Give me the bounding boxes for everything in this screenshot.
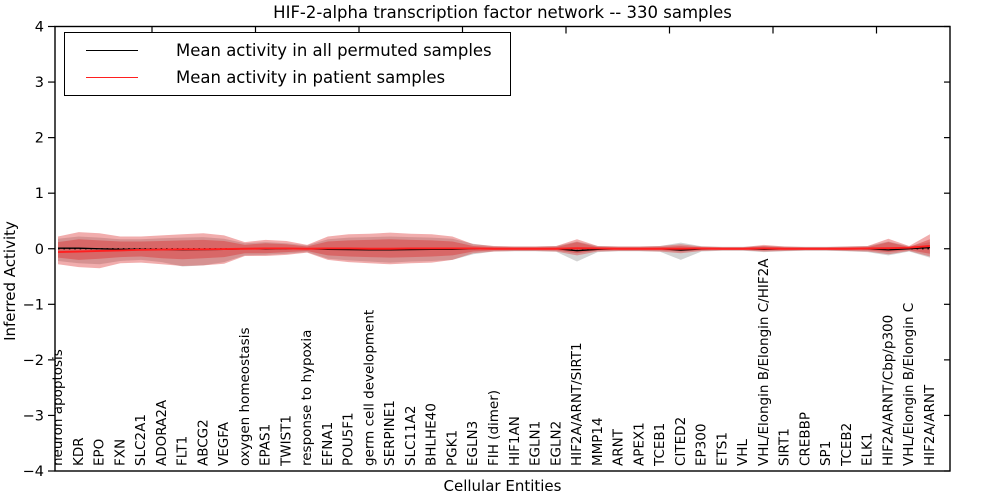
- x-tick-label: EGLN2: [548, 421, 564, 466]
- y-tick-label: 0: [35, 242, 44, 258]
- x-tick-label: TCEB1: [652, 423, 668, 467]
- x-tick-label: CITED2: [673, 417, 689, 466]
- x-tick-label: HIF2A/ARNT: [922, 384, 938, 466]
- y-tick-label: −1: [23, 297, 44, 313]
- x-tick-label: neuron apoptosis: [50, 349, 66, 466]
- x-tick-label: FIH (dimer): [486, 390, 502, 466]
- x-tick-label: EP300: [694, 424, 710, 466]
- x-tick-label: KDR: [71, 437, 87, 466]
- x-tick-label: SLC11A2: [403, 405, 419, 466]
- legend-box: Mean activity in all permuted samples Me…: [64, 32, 511, 96]
- x-tick-label: POU5F1: [341, 412, 357, 466]
- y-tick-label: 1: [35, 186, 44, 202]
- x-tick-label: EPAS1: [258, 424, 274, 466]
- legend-line-permuted-icon: [86, 50, 138, 51]
- y-tick-label: −3: [23, 408, 44, 424]
- x-tick-label: HIF2A/ARNT/SIRT1: [569, 342, 585, 466]
- y-tick-label: 4: [35, 20, 44, 36]
- x-tick-label: EGLN3: [465, 421, 481, 466]
- x-tick-label: EFNA1: [320, 422, 336, 466]
- y-tick-label: −4: [23, 464, 44, 480]
- x-axis-label: Cellular Entities: [443, 477, 562, 495]
- x-tick-label: VHL/Elongin B/Elongin C/HIF2A: [756, 258, 772, 466]
- x-tick-label: ADORA2A: [154, 399, 170, 466]
- legend-label-permuted: Mean activity in all permuted samples: [176, 41, 492, 60]
- x-tick-label: ETS1: [714, 432, 730, 466]
- x-tick-label: ELK1: [860, 433, 876, 467]
- x-tick-label: SERPINE1: [382, 400, 398, 466]
- x-tick-label: TWIST1: [278, 415, 294, 467]
- x-tick-label: EPO: [92, 439, 108, 466]
- x-tick-label: VEGFA: [216, 421, 232, 466]
- x-tick-label: FLT1: [175, 436, 191, 466]
- x-tick-label: HIF1AN: [507, 416, 523, 466]
- legend-entry-patient: Mean activity in patient samples: [86, 68, 510, 87]
- x-tick-label: FXN: [112, 439, 128, 466]
- x-tick-label: TCEB2: [839, 423, 855, 467]
- band-1-patient-samples-spread-outer: [58, 232, 930, 269]
- x-tick-label: BHLHE40: [424, 403, 440, 466]
- x-tick-label: SIRT1: [777, 428, 793, 466]
- x-tick-label: ABCG2: [195, 419, 211, 466]
- y-axis-label: Inferred Activity: [1, 221, 19, 341]
- y-tick-label: 3: [35, 75, 44, 91]
- y-tick-label: 2: [35, 131, 44, 147]
- x-tick-label: PGK1: [444, 430, 460, 466]
- x-tick-label: HIF2A/ARNT/Cbp/p300: [880, 315, 896, 466]
- x-tick-label: APEX1: [631, 422, 647, 466]
- chart-title: HIF-2-alpha transcription factor network…: [273, 3, 732, 22]
- x-tick-label: germ cell development: [361, 310, 377, 466]
- y-tick-label: −2: [23, 353, 44, 369]
- x-tick-label: EGLN1: [528, 421, 544, 466]
- x-tick-label: VHL: [735, 439, 751, 466]
- x-tick-label: response to hypoxia: [299, 330, 315, 466]
- legend-line-patient-icon: [86, 77, 138, 78]
- x-tick-label: VHL/Elongin B/Elongin C: [901, 303, 917, 466]
- x-tick-label: SLC2A1: [133, 414, 149, 466]
- legend-entry-permuted: Mean activity in all permuted samples: [86, 41, 510, 60]
- band-0-permuted-samples-spread: [58, 236, 930, 267]
- x-tick-label: MMP14: [590, 417, 606, 466]
- x-tick-label: ARNT: [611, 428, 627, 466]
- x-tick-label: SP1: [818, 441, 834, 466]
- legend-label-patient: Mean activity in patient samples: [176, 68, 446, 87]
- x-tick-label: CREBBP: [797, 412, 813, 466]
- series-line-Mean-activity-in-patient-samples: [57, 245, 930, 254]
- x-tick-label: oxygen homeostasis: [237, 328, 253, 467]
